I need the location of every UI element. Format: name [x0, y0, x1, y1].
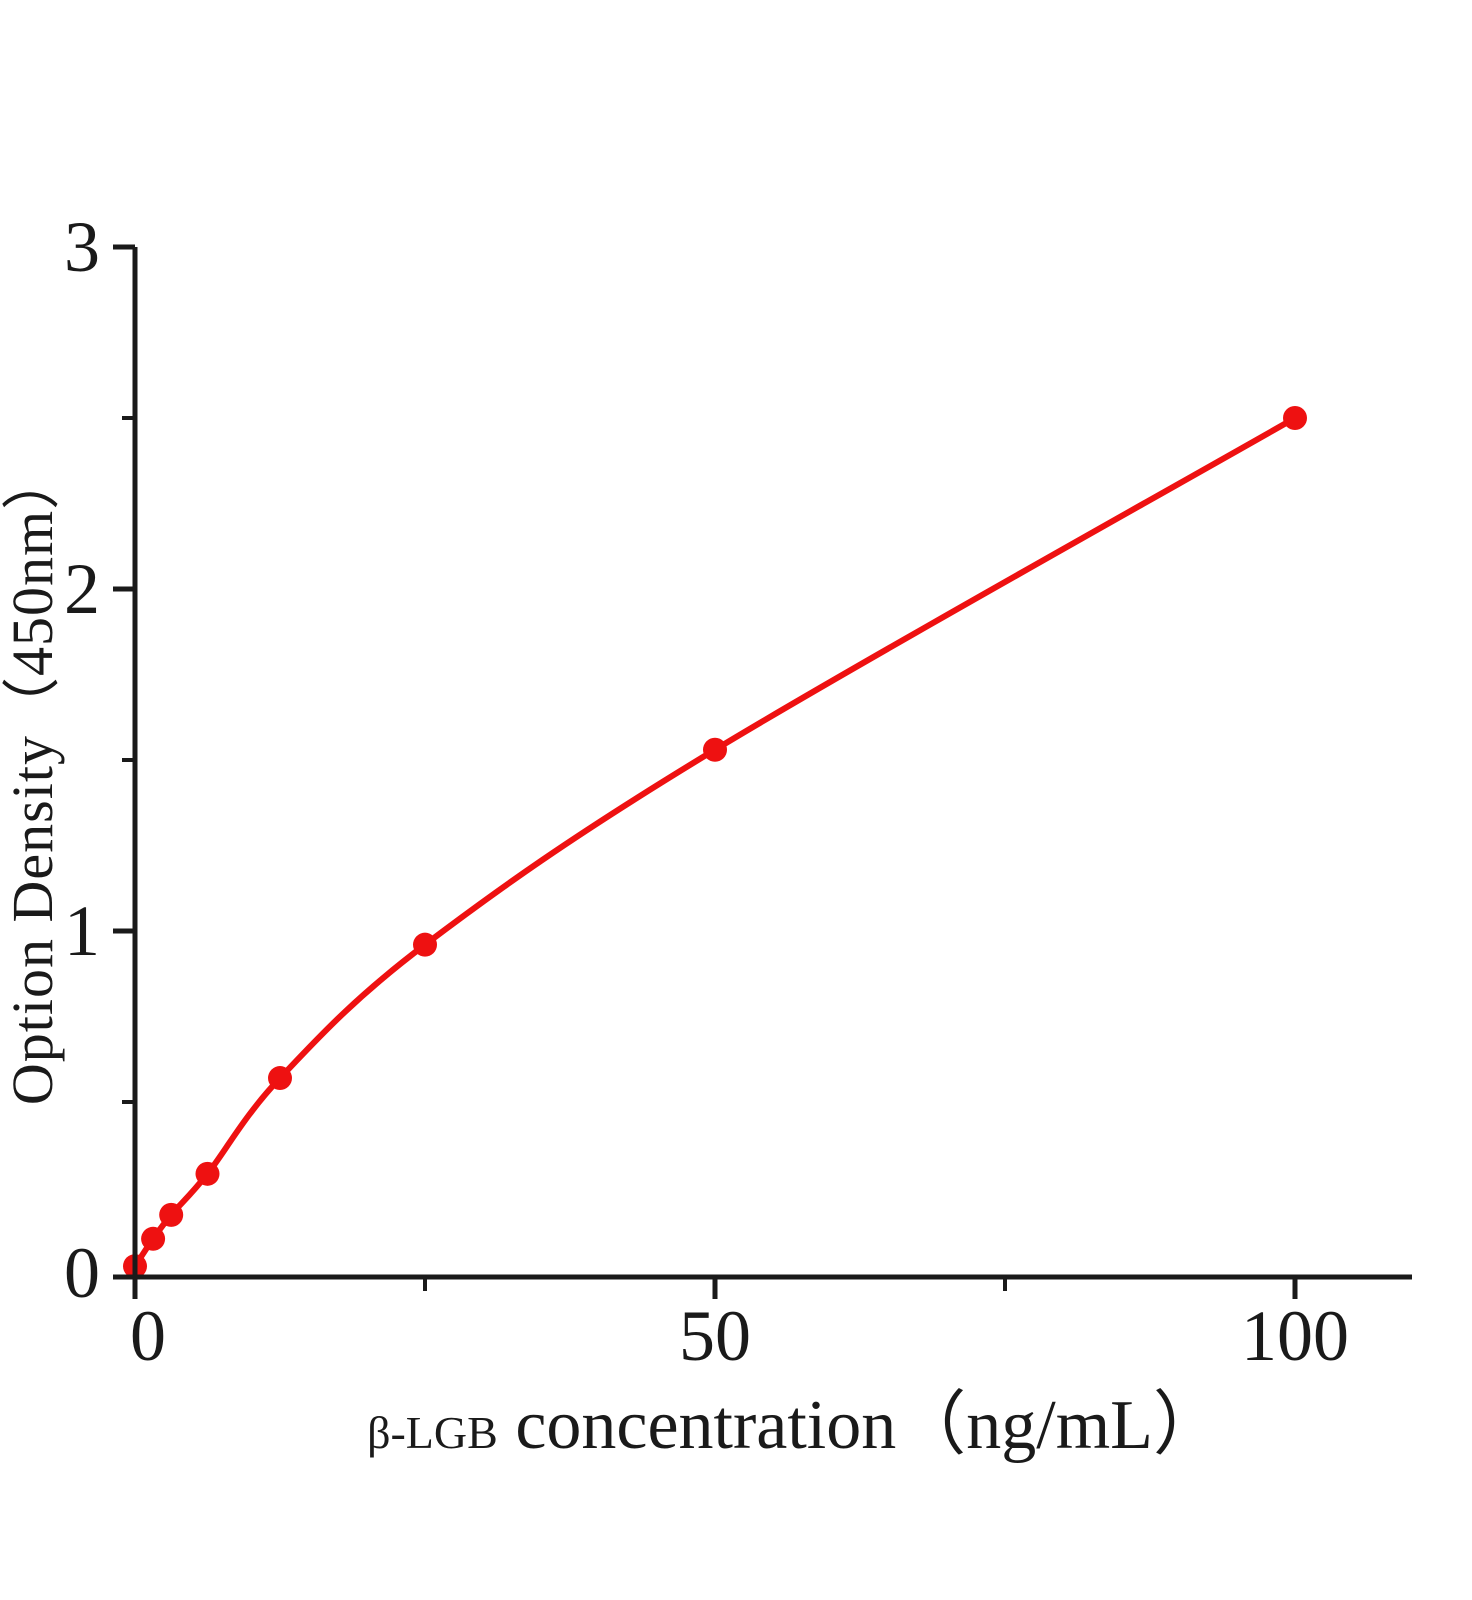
- x-tick-label-50: 50: [679, 1296, 751, 1376]
- y-tick-label-1: 1: [64, 891, 100, 971]
- axes: [113, 244, 1412, 1299]
- x-axis-title-main: concentration（ng/mL）: [498, 1387, 1223, 1464]
- x-axis-title-prefix: β-LGB: [367, 1407, 498, 1458]
- data-point-6: [703, 737, 727, 762]
- data-point-7: [1283, 406, 1307, 430]
- standard-curve-line: [132, 415, 1298, 1270]
- x-axis-title: β-LGB concentration（ng/mL）: [367, 1387, 1223, 1464]
- y-axis-title: Option Density（450nm）: [0, 451, 65, 1105]
- standard-curve-series: [123, 406, 1307, 1279]
- y-tick-label-2: 2: [64, 549, 100, 629]
- y-tick-label-0: 0: [64, 1233, 100, 1313]
- y-tick-label-3: 3: [64, 207, 100, 287]
- data-point-1: [141, 1226, 166, 1251]
- data-point-5: [413, 932, 437, 957]
- data-point-4: [268, 1066, 292, 1091]
- data-point-3: [195, 1161, 220, 1186]
- tick-labels: 0 50 100 0 1 2 3: [64, 207, 1349, 1376]
- x-tick-label-100: 100: [1241, 1296, 1349, 1376]
- x-tick-label-0: 0: [130, 1296, 166, 1376]
- data-point-2: [159, 1202, 184, 1227]
